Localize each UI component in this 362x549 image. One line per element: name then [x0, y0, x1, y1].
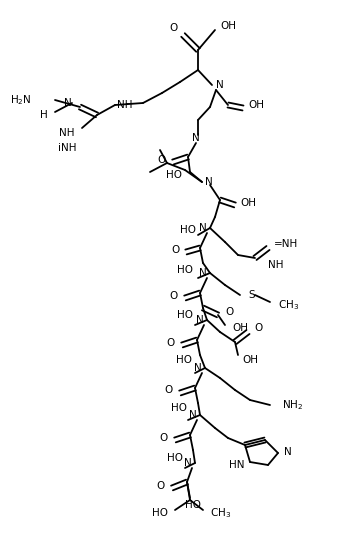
Text: NH: NH — [268, 260, 283, 270]
Text: N: N — [184, 458, 192, 468]
Text: O: O — [170, 23, 178, 33]
Text: HO: HO — [166, 170, 182, 180]
Text: N: N — [284, 447, 292, 457]
Text: OH: OH — [242, 355, 258, 365]
Text: N: N — [216, 80, 224, 90]
Text: N: N — [189, 410, 197, 420]
Text: N: N — [205, 177, 213, 187]
Text: O: O — [165, 385, 173, 395]
Text: OH: OH — [248, 100, 264, 110]
Text: H$_2$N: H$_2$N — [10, 93, 32, 107]
Text: S: S — [248, 290, 254, 300]
Text: O: O — [254, 323, 262, 333]
Text: HO: HO — [185, 500, 201, 510]
Text: O: O — [158, 155, 166, 165]
Text: =NH: =NH — [274, 239, 298, 249]
Text: H: H — [40, 110, 48, 120]
Text: CH$_3$: CH$_3$ — [210, 506, 231, 520]
Text: HO: HO — [152, 508, 168, 518]
Text: HO: HO — [180, 225, 196, 235]
Text: NH: NH — [59, 128, 74, 138]
Text: N: N — [199, 223, 207, 233]
Text: HN: HN — [228, 460, 244, 470]
Text: OH: OH — [220, 21, 236, 31]
Text: HO: HO — [176, 355, 192, 365]
Text: CH$_3$: CH$_3$ — [278, 298, 299, 312]
Text: N: N — [196, 315, 204, 325]
Text: N: N — [192, 133, 200, 143]
Text: O: O — [160, 433, 168, 443]
Text: HO: HO — [167, 453, 183, 463]
Text: O: O — [170, 291, 178, 301]
Text: NH$_2$: NH$_2$ — [282, 398, 303, 412]
Text: HO: HO — [171, 403, 187, 413]
Text: OH: OH — [232, 323, 248, 333]
Text: OH: OH — [240, 198, 256, 208]
Text: O: O — [225, 307, 233, 317]
Text: N: N — [194, 363, 202, 373]
Text: N: N — [64, 98, 72, 108]
Text: O: O — [172, 245, 180, 255]
Text: HO: HO — [177, 310, 193, 320]
Text: HO: HO — [177, 265, 193, 275]
Text: iNH: iNH — [58, 143, 76, 153]
Text: NH: NH — [117, 100, 132, 110]
Text: N: N — [199, 268, 207, 278]
Text: O: O — [167, 338, 175, 348]
Text: O: O — [157, 481, 165, 491]
